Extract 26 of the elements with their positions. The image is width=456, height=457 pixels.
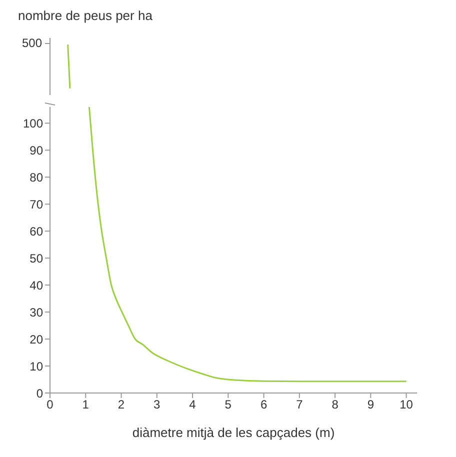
y-tick-label: 90: [30, 143, 44, 158]
x-tick-label: 8: [332, 398, 339, 412]
y-tick-label: 10: [30, 359, 44, 374]
x-tick-label: 1: [82, 398, 90, 412]
x-axis-title: diàmetre mitjà de les capçades (m): [132, 425, 335, 440]
y-tick-label: 40: [30, 278, 44, 292]
x-tick-label: 2: [118, 398, 125, 412]
x-tick-label: 0: [46, 398, 54, 412]
x-tick-label: 9: [367, 398, 374, 412]
y-axis-title: nombre de peus per ha: [18, 8, 154, 25]
text: 500: [20, 36, 42, 50]
y-tick-label: 60: [30, 224, 44, 238]
y-tick-label: 20: [30, 332, 44, 346]
x-tick-label: 5: [224, 398, 232, 412]
y-tick-label: 0: [36, 386, 44, 400]
line-series: [88, 107, 408, 382]
y-tick-label: 50: [30, 251, 44, 266]
y-tick-label: 100: [22, 116, 44, 130]
x-tick-label: 10: [400, 398, 414, 412]
x-tick-label: 3: [154, 398, 161, 412]
x-tick-label: 4: [189, 398, 196, 412]
x-tick-label: 6: [260, 398, 268, 412]
y-tick-label: 30: [30, 305, 44, 320]
x-tick-label: 7: [296, 398, 304, 412]
y-tick-label: 80: [30, 170, 44, 184]
y-tick-label: 70: [30, 197, 44, 212]
